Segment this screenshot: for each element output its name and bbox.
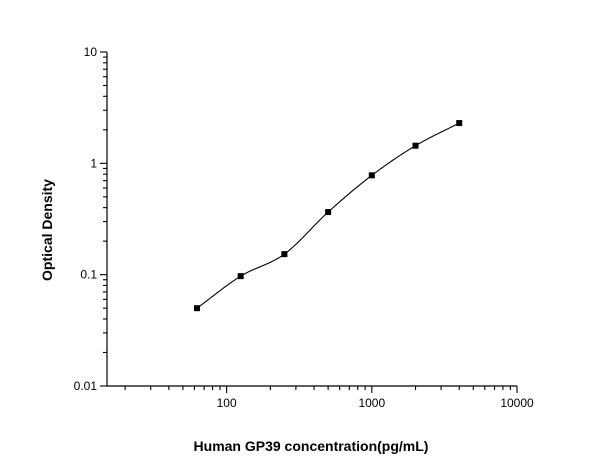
y-tick-label: 10 <box>84 45 98 59</box>
fit-curve-layer <box>196 122 460 309</box>
x-tick-label: 1000 <box>358 396 385 410</box>
y-tick-label: 0.1 <box>80 268 97 282</box>
data-point <box>456 120 463 127</box>
data-point <box>368 172 375 179</box>
y-axis-ticks: 0.01 0.1 1 10 <box>74 45 107 393</box>
y-tick-label: 0.01 <box>74 379 98 393</box>
fit-curve <box>196 122 460 309</box>
y-tick-label: 1 <box>90 156 97 170</box>
data-point <box>237 273 244 280</box>
x-tick-label: 100 <box>217 396 237 410</box>
x-tick-label: 10000 <box>500 396 534 410</box>
data-point <box>412 142 419 149</box>
data-point <box>325 209 332 216</box>
axes <box>106 52 517 387</box>
data-point <box>281 251 288 258</box>
data-point <box>193 305 200 312</box>
x-axis-label: Human GP39 concentration(pg/mL) <box>194 438 429 454</box>
data-points-layer <box>193 120 463 312</box>
x-axis-ticks: 100 1000 10000 <box>124 386 534 410</box>
y-axis-label: Optical Density <box>39 179 55 281</box>
